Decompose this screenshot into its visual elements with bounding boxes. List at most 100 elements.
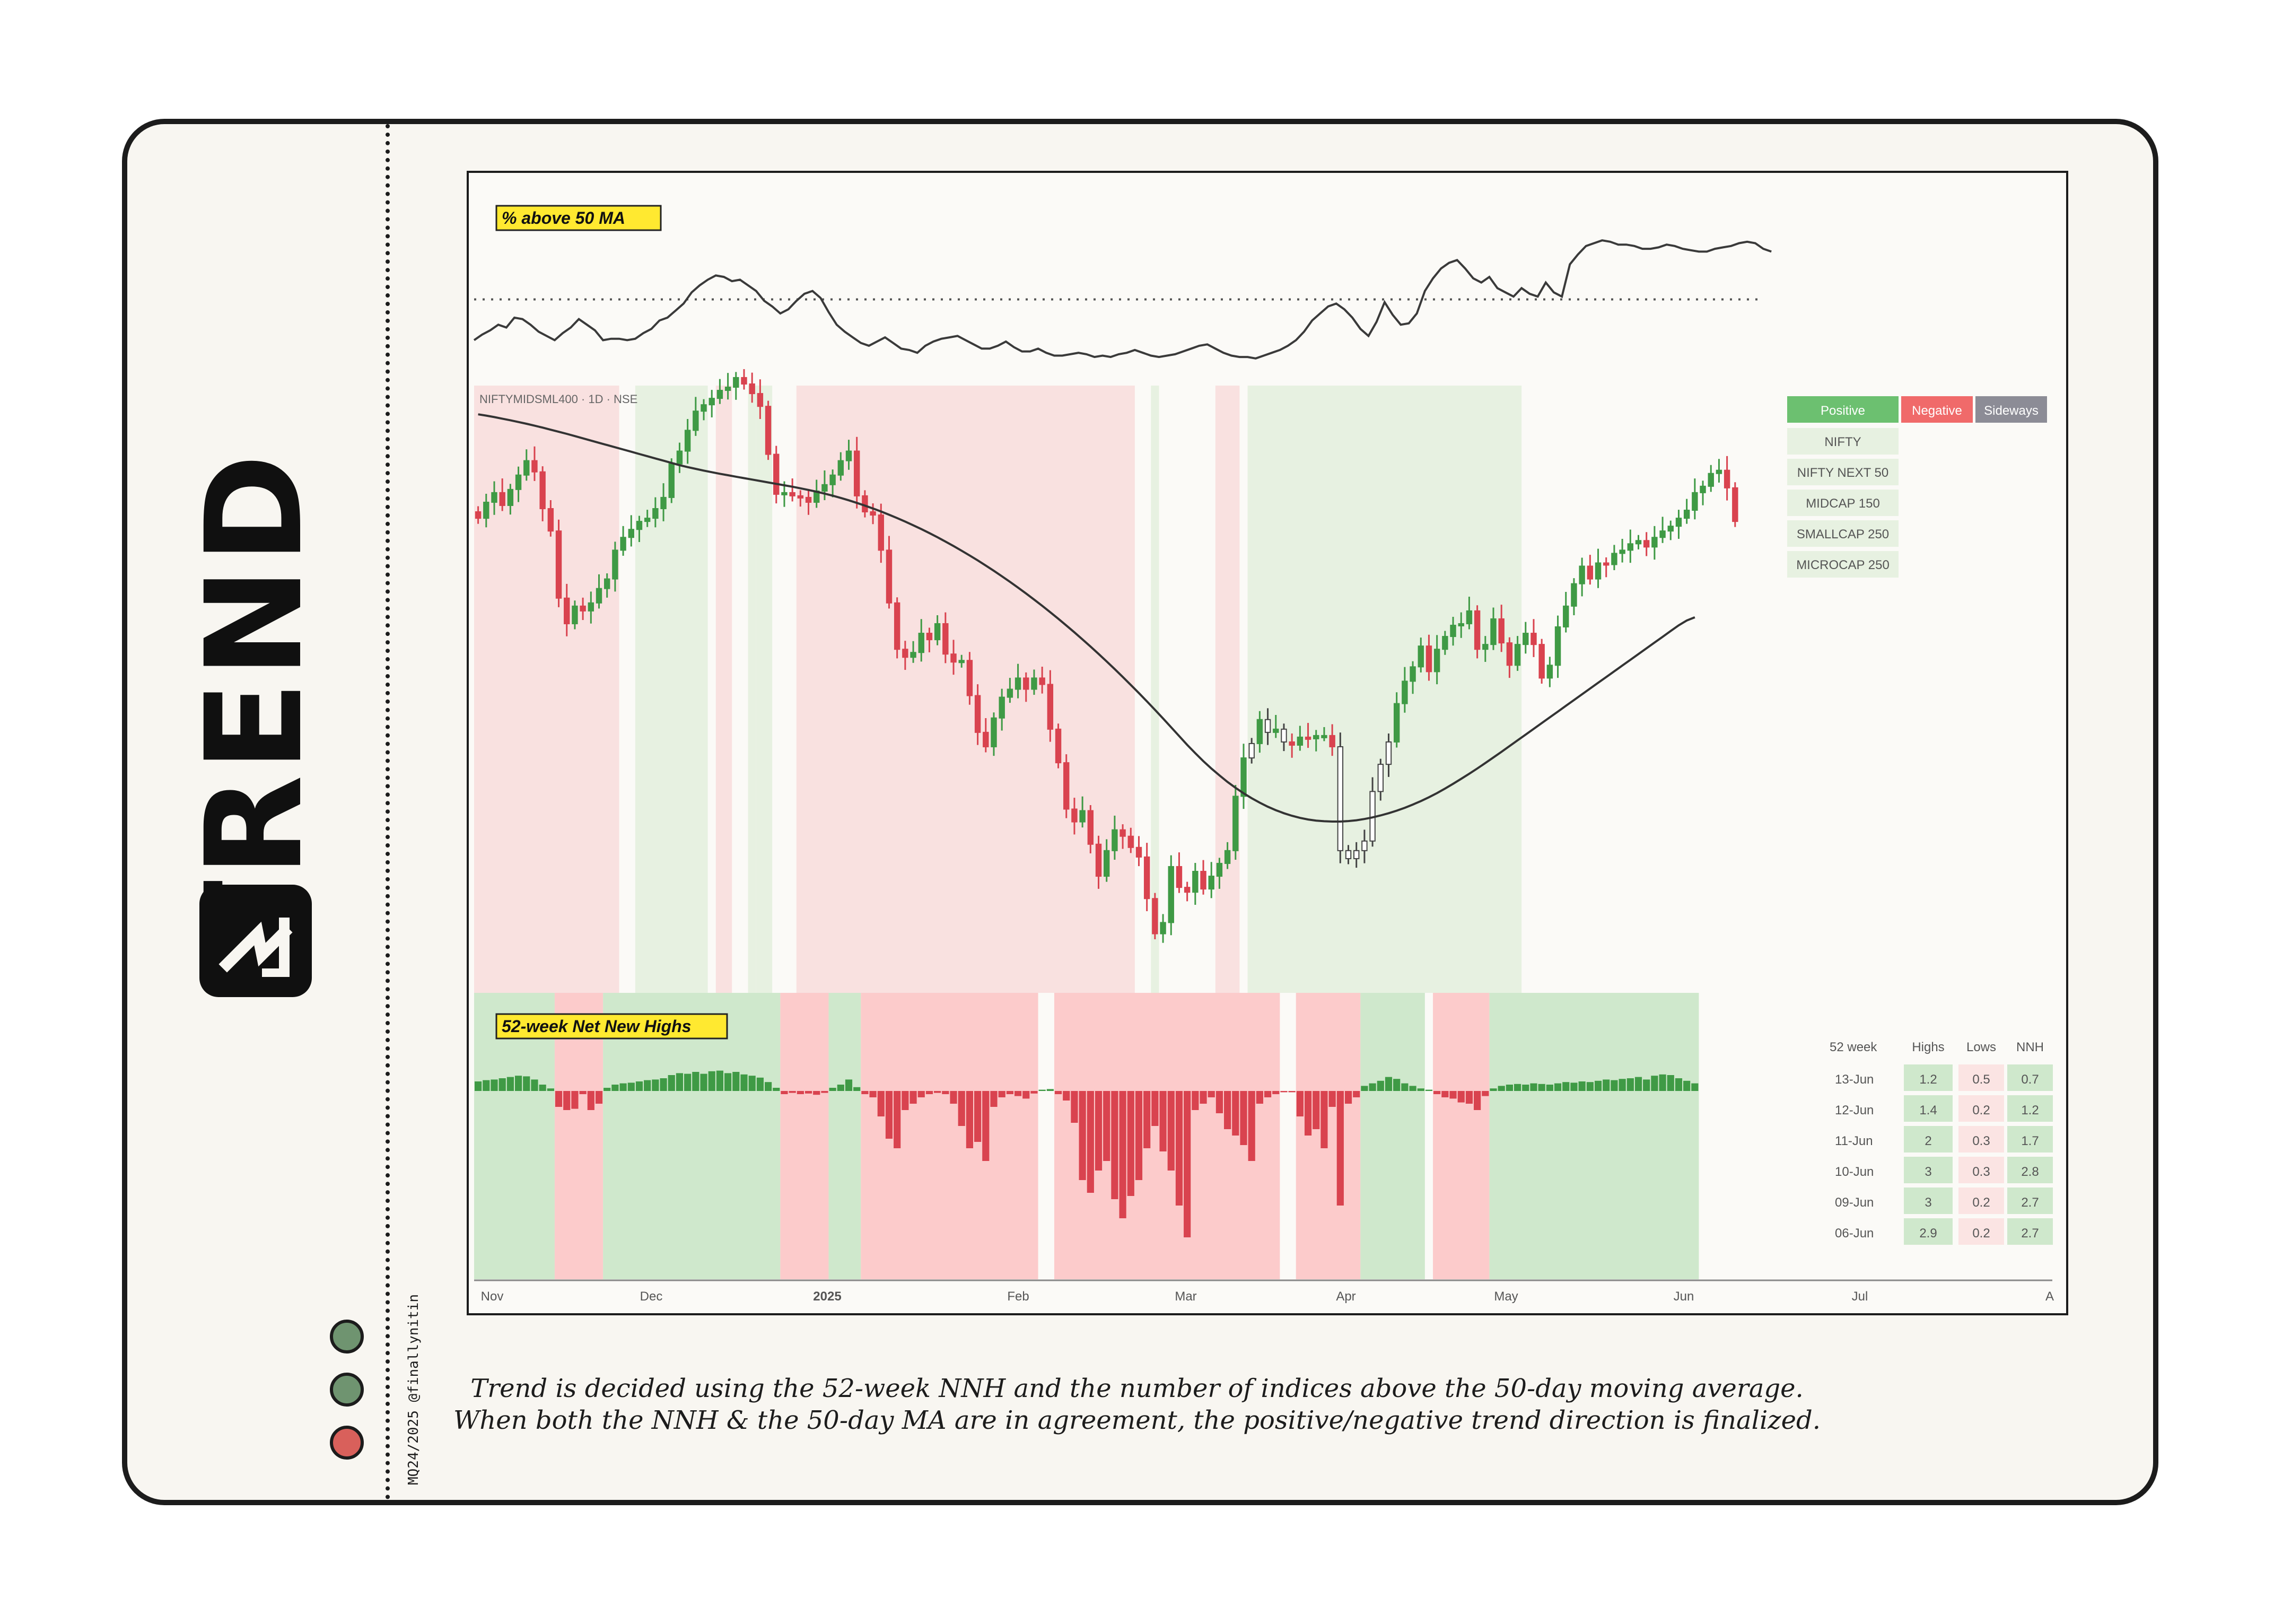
candle-body-3 [491,492,497,503]
candle-body-53 [894,602,900,650]
nnh-bar-79 [1103,1091,1110,1161]
top-panel-title-bg [495,205,662,231]
candle-body-110 [1353,850,1360,859]
nnh-bar-138 [1578,1081,1586,1091]
nnh-bar-77 [1087,1091,1094,1193]
candle-body-51 [878,514,884,551]
candle-body-20 [628,529,634,538]
nnh-bar-63 [974,1091,982,1142]
candle-body-114 [1385,741,1392,765]
candle-body-22 [644,518,651,522]
candle-body-87 [1168,866,1174,923]
nnh-bar-7 [523,1076,530,1091]
candle-body-75 [1071,808,1078,823]
x-tick-label-8: Jun [1674,1289,1694,1304]
nnh-bar-14 [579,1091,587,1094]
nnh-bar-34 [740,1074,748,1091]
candle-body-103 [1297,736,1304,746]
regime-band-1 [474,386,619,993]
nnh-bar-52 [885,1091,893,1139]
candle-body-146 [1643,540,1650,548]
nnh-bar-50 [869,1091,877,1097]
caption-line-2: When both the NNH & the 50-day MA are in… [453,1405,1821,1435]
nnh-table-lows-cell-4 [1958,1157,2004,1183]
nnh-bar-109 [1344,1091,1352,1104]
nnh-table-highs-1: 1.2 [1919,1072,1937,1087]
nnh-bar-142 [1611,1080,1618,1091]
nnh-bar-30 [708,1071,715,1091]
nnh-bar-83 [1135,1091,1143,1180]
nnh-table-nnh-1: 0.7 [2021,1072,2039,1087]
nnh-bar-108 [1336,1091,1344,1206]
candle-body-66 [999,696,1005,719]
candle-body-107 [1329,735,1335,747]
nnh-bar-44 [821,1091,828,1093]
nnh-bar-11 [555,1091,563,1107]
candle-body-19 [620,537,626,551]
candle-body-26 [676,450,683,465]
nnh-bar-74 [1063,1091,1070,1101]
candle-body-128 [1498,618,1505,644]
candle-body-61 [958,660,965,663]
legend-positive-label: Positive [1821,404,1865,418]
candle-body-35 [749,383,755,395]
nnh-table-highs-cell-2 [1904,1095,1953,1122]
nnh-bar-152 [1691,1083,1699,1091]
dotted-divider [386,124,390,1500]
candle-body-69 [1023,677,1029,690]
nnh-bar-16 [595,1091,603,1104]
nnh-bar-128 [1498,1086,1505,1091]
nnh-bar-82 [1127,1091,1134,1196]
nnh-band-102 [1296,993,1361,1279]
candle-body-135 [1554,626,1561,666]
candle-body-67 [1007,688,1013,698]
nnh-bar-18 [611,1085,619,1091]
nnh-bar-106 [1320,1091,1328,1148]
candle-body-82 [1127,835,1134,848]
caption-line-1: Trend is decided using the 52-week NNH a… [470,1374,1804,1403]
nnh-bar-143 [1619,1079,1626,1091]
nnh-table-nnh-6: 2.7 [2021,1226,2039,1241]
index-row-2: NIFTY NEXT 50 [1797,466,1889,480]
nnh-table-highs-cell-4 [1904,1157,1953,1183]
nnh-table-nnh-3: 1.7 [2021,1134,2039,1148]
nnh-bar-92 [1208,1091,1215,1097]
candle-body-36 [757,393,764,407]
nnh-bar-56 [917,1091,925,1097]
nnh-bar-96 [1240,1091,1247,1145]
nnh-bar-24 [660,1078,667,1091]
candle-body-99 [1264,719,1271,733]
candle-body-95 [1232,796,1239,851]
nnh-bar-43 [813,1091,820,1095]
legend-sideways-chip [1975,396,2047,423]
candle-body-142 [1611,553,1617,565]
regime-band-3 [715,386,732,993]
candle-body-108 [1337,746,1344,851]
nnh-bar-115 [1393,1079,1401,1091]
index-row-4: SMALLCAP 250 [1797,527,1889,542]
candle-body-12 [564,597,570,624]
nnh-bar-136 [1562,1082,1570,1091]
candle-body-44 [821,484,828,492]
nnh-table-highs-cell-5 [1904,1188,1953,1214]
nnh-bar-39 [781,1091,788,1094]
nnh-bar-76 [1079,1091,1086,1180]
candle-body-145 [1635,540,1642,545]
nnh-bar-35 [748,1076,756,1091]
nnh-bar-48 [853,1087,861,1091]
candle-body-121 [1442,636,1448,650]
nnh-table-lows-4: 0.3 [1972,1165,1990,1179]
nnh-table-nnh-4: 2.8 [2021,1165,2039,1179]
nnh-bar-120 [1433,1091,1441,1094]
nnh-bar-28 [692,1072,699,1091]
nnh-bar-49 [861,1091,869,1094]
nnh-bar-151 [1683,1080,1691,1091]
candle-body-98 [1256,719,1263,744]
nnh-table-lows-5: 0.2 [1972,1195,1990,1210]
candle-body-68 [1014,677,1021,690]
candle-body-47 [845,450,852,461]
nnh-bar-95 [1232,1091,1239,1136]
nnh-bar-130 [1514,1084,1521,1091]
nnh-bar-104 [1304,1091,1312,1136]
nnh-table-lows-cell-2 [1958,1095,2004,1122]
